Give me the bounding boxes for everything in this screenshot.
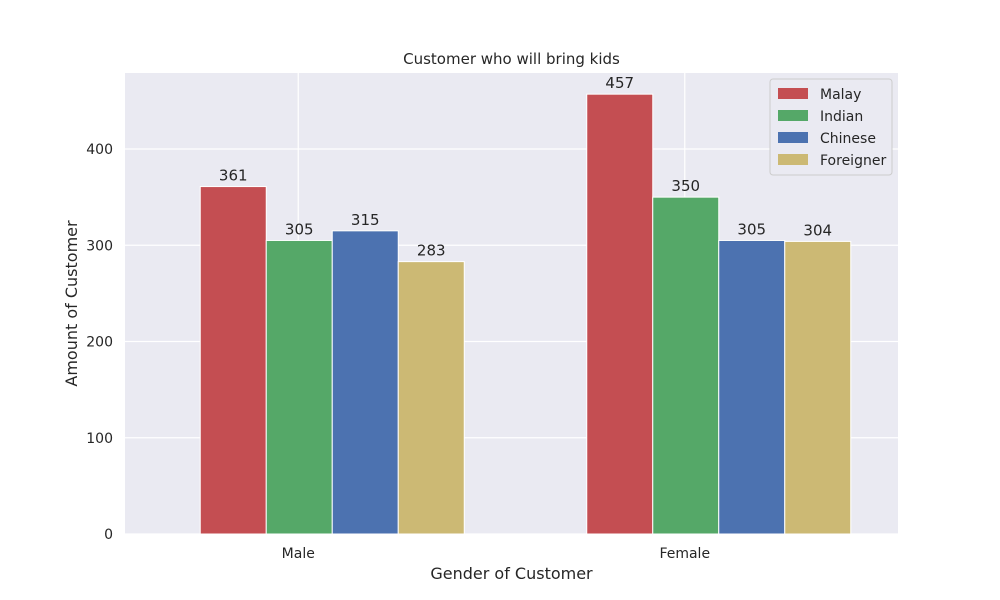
x-axis-ticks: Male Female bbox=[282, 546, 710, 562]
bar-value-label: 305 bbox=[285, 220, 314, 238]
legend: Malay Indian Chinese Foreigner bbox=[769, 78, 893, 176]
bar-malay-female bbox=[586, 93, 654, 535]
y-tick-label: 0 bbox=[104, 527, 113, 543]
bar-value-label: 283 bbox=[417, 242, 446, 260]
y-tick-label: 400 bbox=[86, 142, 113, 158]
bar-value-labels: 361 305 315 283 457 350 305 304 bbox=[219, 74, 832, 259]
legend-swatch-chinese bbox=[778, 132, 808, 143]
bar-foreigner-male bbox=[397, 261, 465, 535]
bars bbox=[199, 93, 852, 535]
legend-box bbox=[769, 78, 893, 176]
legend-label-foreigner: Foreigner bbox=[820, 153, 886, 169]
legend-label-indian: Indian bbox=[820, 109, 863, 125]
y-tick-label: 100 bbox=[86, 431, 113, 447]
y-axis-label: Amount of Customer bbox=[62, 220, 81, 387]
bar-chinese-female bbox=[718, 239, 786, 535]
x-tick-label: Male bbox=[282, 546, 315, 562]
bar-chinese-male bbox=[331, 230, 399, 535]
bar-value-label: 350 bbox=[671, 177, 700, 195]
bar-foreigner-female bbox=[784, 240, 852, 535]
bar-malay-male bbox=[199, 186, 267, 535]
legend-label-malay: Malay bbox=[820, 87, 861, 103]
y-tick-label: 200 bbox=[86, 335, 113, 351]
chart-title: Customer who will bring kids bbox=[403, 50, 620, 68]
legend-label-chinese: Chinese bbox=[820, 131, 876, 147]
bar-value-label: 457 bbox=[605, 74, 634, 92]
bar-value-label: 315 bbox=[351, 211, 380, 229]
legend-swatch-indian bbox=[778, 110, 808, 121]
y-axis-ticks: 0 100 200 300 400 bbox=[86, 142, 113, 543]
legend-swatch-foreigner bbox=[778, 154, 808, 165]
bar-indian-male bbox=[265, 239, 333, 535]
bar-indian-female bbox=[652, 196, 720, 535]
x-tick-label: Female bbox=[659, 546, 710, 562]
legend-swatch-malay bbox=[778, 88, 808, 99]
y-tick-label: 300 bbox=[86, 238, 113, 254]
bar-value-label: 304 bbox=[803, 221, 832, 239]
bar-value-label: 305 bbox=[737, 220, 766, 238]
x-axis-label: Gender of Customer bbox=[430, 564, 593, 583]
bar-value-label: 361 bbox=[219, 167, 248, 185]
